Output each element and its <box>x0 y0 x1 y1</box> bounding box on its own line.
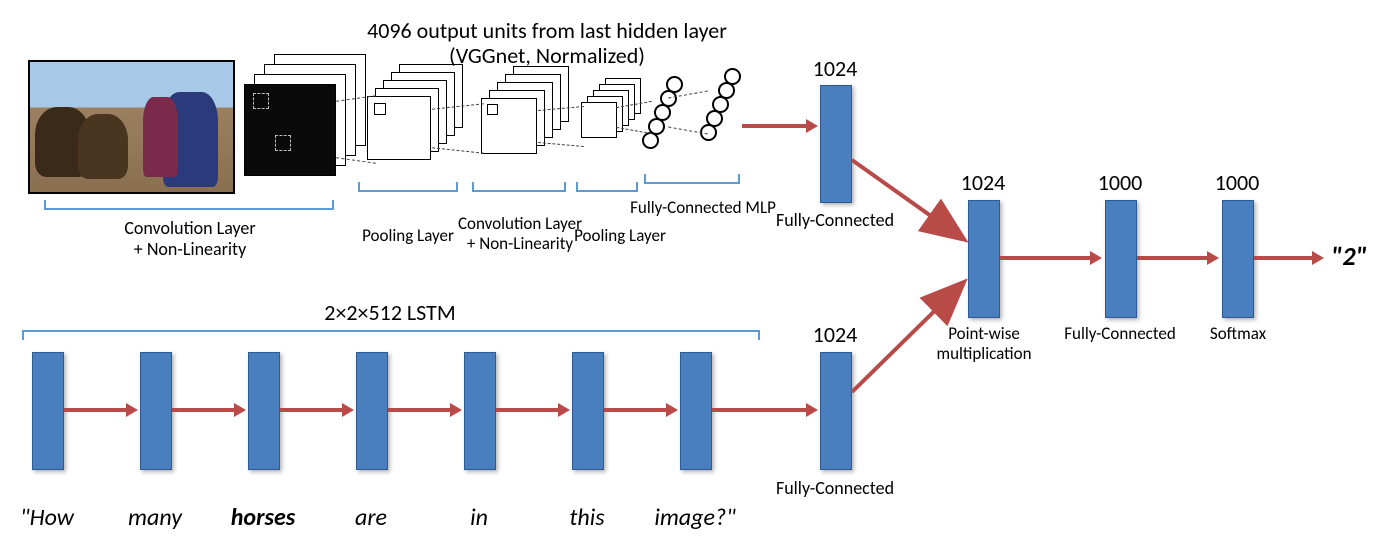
label-conv1: Convolution Layer + Non-Linearity <box>90 218 290 259</box>
lstm-block <box>680 352 712 470</box>
arrow-fc3-softmax <box>1137 256 1209 260</box>
brace-pool1 <box>358 182 458 192</box>
fc3-block <box>1105 200 1137 318</box>
arrow-cnn-fctop <box>742 124 808 128</box>
label-fcmlp: Fully-Connected MLP <box>618 198 788 218</box>
lstm-title: 2×2×512 LSTM <box>280 300 500 325</box>
arrow-lstm-fcbot <box>712 408 808 412</box>
softmax-label: Softmax <box>1196 324 1280 344</box>
arrow-softmax-out <box>1254 256 1314 260</box>
label-pool2: Pooling Layer <box>560 226 680 246</box>
brace-lstm <box>22 330 760 340</box>
brace-fcmlp <box>644 174 740 184</box>
lstm-block <box>140 352 172 470</box>
brace-conv2 <box>472 182 566 192</box>
question-word: "How <box>0 504 102 532</box>
fc-top-label: Fully-Connected <box>770 210 900 231</box>
brace-conv1 <box>44 200 334 210</box>
merge-block <box>968 200 1000 318</box>
question-word: image?" <box>640 504 750 532</box>
question-word: horses <box>208 504 318 532</box>
fc-bot-label: Fully-Connected <box>770 478 900 499</box>
lstm-block <box>464 352 496 470</box>
lstm-block <box>32 352 64 470</box>
lstm-block <box>356 352 388 470</box>
brace-pool2 <box>576 182 638 192</box>
arrow-merge-fc3 <box>1000 256 1092 260</box>
input-image <box>28 60 235 194</box>
fc3-num: 1000 <box>1085 170 1155 195</box>
vgg-title: 4096 output units from last hidden layer… <box>332 18 762 69</box>
fc-top-num: 1024 <box>800 56 870 81</box>
question-word: many <box>100 504 210 532</box>
fc3-label: Fully-Connected <box>1055 324 1185 344</box>
question-word: are <box>316 504 426 532</box>
lstm-block <box>572 352 604 470</box>
lstm-block <box>248 352 280 470</box>
merge-num: 1024 <box>948 170 1018 195</box>
softmax-num: 1000 <box>1202 170 1272 195</box>
merge-label: Point-wise multiplication <box>928 324 1040 363</box>
fc-bot-num: 1024 <box>800 322 870 347</box>
question-word: this <box>532 504 642 532</box>
question-word: in <box>424 504 534 532</box>
fc-top-block <box>820 85 852 203</box>
output-label: "2" <box>1322 242 1376 272</box>
softmax-block <box>1222 200 1254 318</box>
fc-bot-block <box>820 352 852 470</box>
